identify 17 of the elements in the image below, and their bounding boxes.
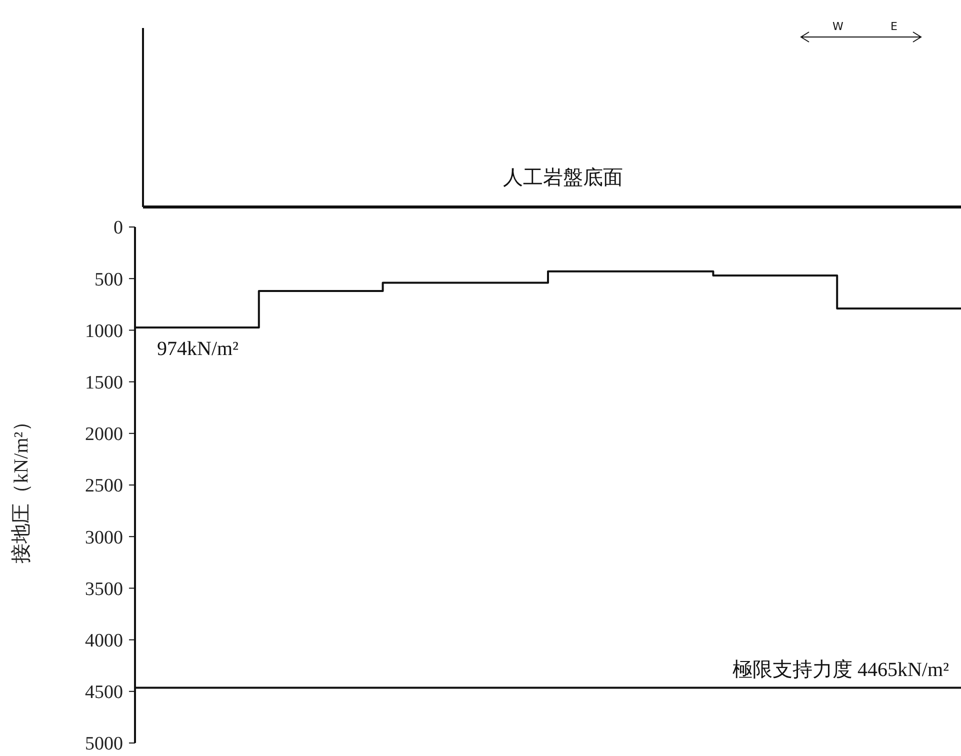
y-tick-label: 4000 xyxy=(85,630,123,652)
y-tick-label: 3500 xyxy=(85,578,123,600)
y-tick-label: 1500 xyxy=(85,372,123,394)
y-tick-label: 0 xyxy=(114,218,123,239)
text: 人工岩盤底面 xyxy=(503,167,623,189)
y-tick-label: 1000 xyxy=(85,320,123,342)
y-tick-label: 2500 xyxy=(85,476,123,497)
text: W xyxy=(832,20,844,33)
text: E xyxy=(890,20,898,33)
annotation: 974kN/m² xyxy=(157,338,239,361)
ref-line-label: 極限支持力度 4465kN/m² xyxy=(732,658,949,681)
y-tick-label: 500 xyxy=(94,269,123,290)
y-tick-label: 2000 xyxy=(85,424,123,446)
y-axis-title: 接地圧（kN/m²） xyxy=(10,411,34,563)
y-tick-label: 3000 xyxy=(85,527,123,548)
y-tick-label: 4500 xyxy=(85,682,123,704)
y-tick-label: 5000 xyxy=(85,734,123,755)
